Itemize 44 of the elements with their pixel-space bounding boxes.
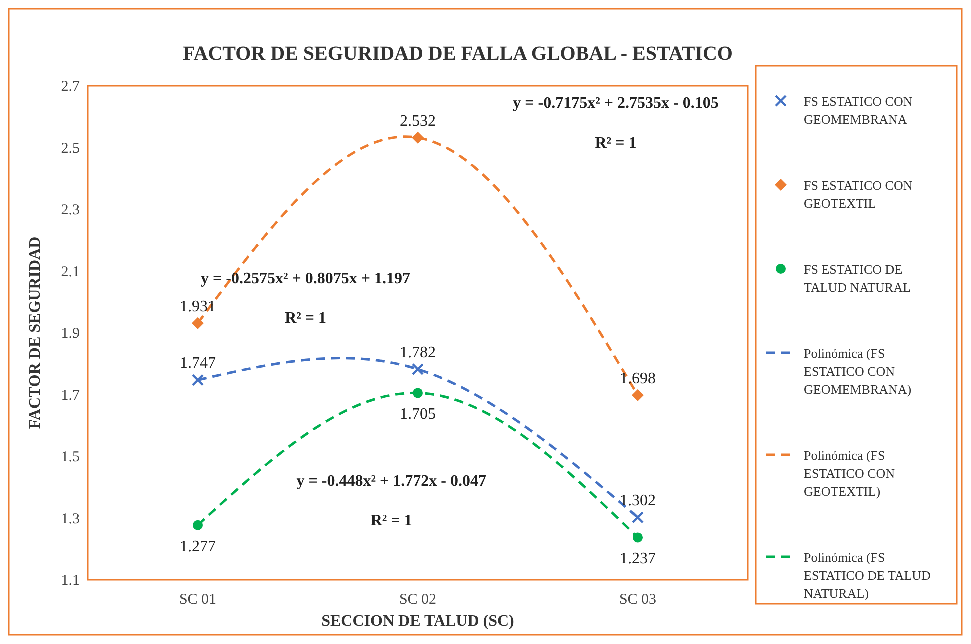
point bbox=[412, 363, 424, 376]
data-label: 1.237 bbox=[620, 550, 656, 568]
point bbox=[193, 520, 203, 530]
annotation: R² = 1 bbox=[370, 512, 412, 530]
data-label: 1.302 bbox=[620, 492, 656, 510]
point bbox=[192, 374, 204, 386]
y-tick-label: 2.7 bbox=[61, 79, 80, 95]
legend-label: Polinómica (FS ESTATICO CON GEOMEMBRANA) bbox=[804, 346, 912, 397]
y-tick-label: 1.3 bbox=[61, 511, 80, 528]
y-tick-label: 1.9 bbox=[61, 326, 80, 342]
annotation: R² = 1 bbox=[285, 310, 327, 328]
data-label: 1.705 bbox=[400, 406, 436, 424]
legend-label: FS ESTATICO CON GEOMEMBRANA bbox=[804, 94, 914, 127]
y-tick-label: 2.3 bbox=[61, 202, 80, 218]
y-tick-label: 2.1 bbox=[61, 264, 80, 280]
annotation: y = -0.448x² + 1.772x - 0.047 bbox=[296, 473, 486, 490]
y-tick-label: 1.7 bbox=[61, 388, 80, 404]
y-tick-label: 1.5 bbox=[61, 450, 80, 466]
annotation: y = -0.7175x² + 2.7535x - 0.105 bbox=[513, 95, 719, 112]
point bbox=[413, 388, 423, 398]
point bbox=[633, 532, 643, 543]
annotation: y = -0.2575x² + 0.8075x + 1.197 bbox=[201, 270, 411, 288]
x-axis-title: SECCION DE TALUD (SC) bbox=[322, 613, 514, 630]
legend-label: FS ESTATICO CON GEOTEXTIL bbox=[804, 178, 914, 211]
x-tick-label: SC 02 bbox=[399, 592, 437, 608]
y-tick-label: 2.5 bbox=[61, 140, 80, 157]
point bbox=[192, 317, 204, 330]
data-label: 1.747 bbox=[180, 355, 216, 372]
data-label: 1.782 bbox=[400, 344, 436, 362]
point bbox=[632, 389, 644, 402]
chart-title: FACTOR DE SEGURIDAD DE FALLA GLOBAL - ESTATICO bbox=[183, 43, 733, 65]
y-axis-title: FACTOR DE SEGURIDAD bbox=[27, 236, 44, 430]
x-tick-label: SC 03 bbox=[619, 592, 657, 608]
data-label: 1.698 bbox=[620, 370, 656, 388]
legend-label: Polinómica (FS ESTATICO DE TALUD NATURAL) bbox=[804, 550, 931, 601]
point bbox=[412, 132, 424, 144]
point bbox=[632, 512, 644, 524]
y-tick-label: 1.1 bbox=[61, 573, 80, 589]
legend-label: Polinómica (FS ESTATICO CON GEOTEXTIL) bbox=[804, 448, 896, 499]
data-label: 2.532 bbox=[400, 112, 436, 130]
legend-label: FS ESTATICO DE TALUD NATURAL bbox=[804, 262, 911, 295]
annotation: R² = 1 bbox=[595, 134, 637, 152]
data-label: 1.277 bbox=[180, 538, 216, 556]
x-tick-label: SC 01 bbox=[179, 592, 217, 608]
